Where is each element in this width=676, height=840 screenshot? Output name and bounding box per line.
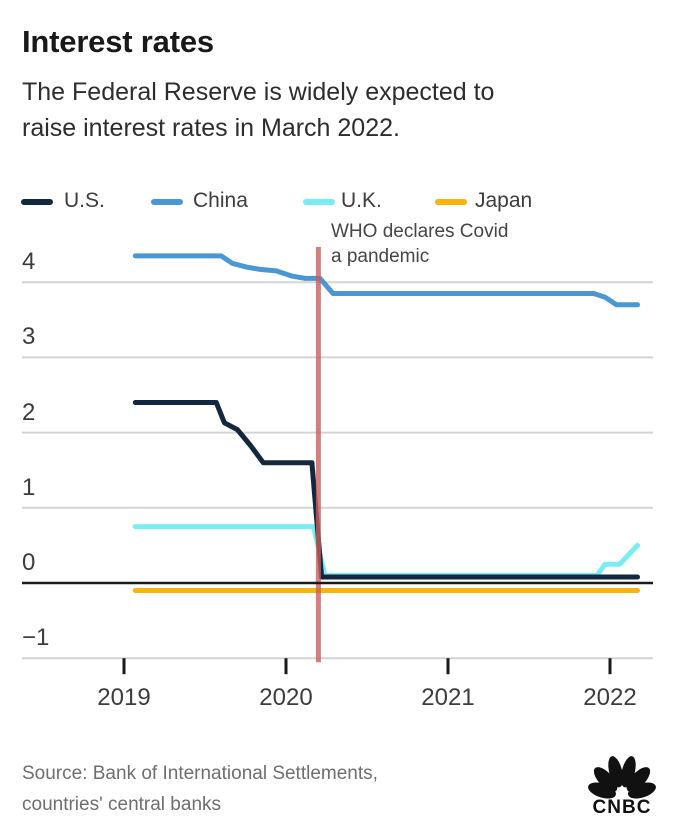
legend-label-china: China <box>193 189 248 212</box>
y-tick-label-1: 1 <box>22 473 36 501</box>
chart-subtitle-line2: raise interest rates in March 2022. <box>22 114 400 142</box>
y-tick-label--1: −1 <box>22 624 50 652</box>
y-tick-label-3: 3 <box>22 323 36 351</box>
legend-label-japan: Japan <box>475 189 533 212</box>
legend-swatch-china <box>151 199 183 205</box>
y-tick-label-4: 4 <box>22 248 36 276</box>
cnbc-wordmark: CNBC <box>593 797 652 816</box>
y-tick-label-2: 2 <box>22 398 36 426</box>
series-line-china <box>132 253 640 308</box>
series-line-uk <box>132 524 640 578</box>
legend-label-us: U.S. <box>64 189 105 212</box>
pandemic-annotation-line1: WHO declares Covid <box>331 221 509 242</box>
legend-swatch-japan <box>435 199 467 205</box>
pandemic-annotation-line2: a pandemic <box>331 246 430 267</box>
chart-subtitle: The Federal Reserve is widely expected t… <box>22 74 494 146</box>
peacock-icon: CNBC <box>588 756 656 816</box>
x-tick-label-2022: 2022 <box>583 684 637 711</box>
legend-label-uk: U.K. <box>341 189 382 212</box>
x-tick-label-2019: 2019 <box>97 684 151 711</box>
series-line-us <box>132 400 640 580</box>
y-tick-label-0: 0 <box>22 549 36 576</box>
source-credit: Source: Bank of International Settlement… <box>22 758 378 820</box>
legend-swatch-us <box>21 199 53 205</box>
source-line2: countries' central banks <box>22 794 222 815</box>
cnbc-logo: CNBC <box>584 750 660 816</box>
legend-swatch-uk <box>303 199 335 205</box>
chart-title: Interest rates <box>22 24 214 59</box>
x-tick-label-2021: 2021 <box>421 684 475 711</box>
source-line1: Source: Bank of International Settlement… <box>22 763 378 784</box>
pandemic-annotation: WHO declares Covid a pandemic <box>331 219 508 269</box>
x-tick-label-2020: 2020 <box>259 684 313 711</box>
chart-legend: U.S. China U.K. Japan <box>0 188 676 218</box>
chart-subtitle-line1: The Federal Reserve is widely expected t… <box>22 78 495 106</box>
